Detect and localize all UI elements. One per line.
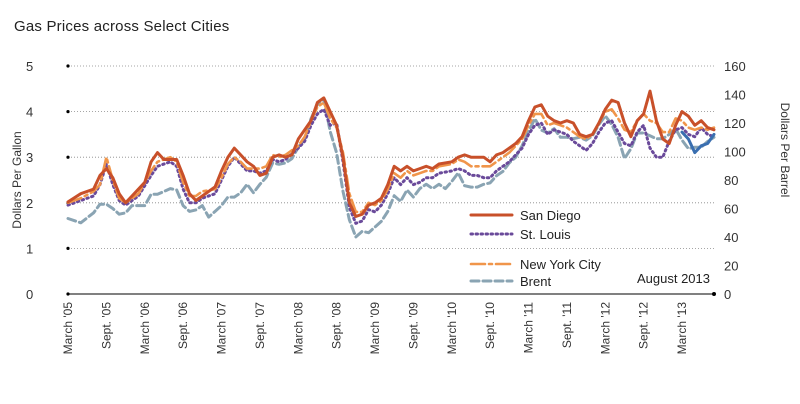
series-line-brent [66,97,716,239]
x-tick-label: March '11 [522,302,536,354]
x-tick-label: Sept. '09 [406,302,420,349]
x-tick-label: Sept. '07 [253,302,267,349]
y-tick-label-left: 5 [26,59,33,74]
legend-label: New York City [520,257,601,272]
y-axis-label-left: Dollars Per Gallon [10,131,24,228]
y-tick-label-left: 0 [26,287,33,302]
x-tick-label: Sept. '05 [99,302,113,349]
legend-label: San Diego [520,208,581,223]
y-tick-label-right: 0 [724,287,731,302]
series-line-st-louis [66,107,716,225]
x-tick-label: Sept. '08 [330,302,344,349]
y-axis-label-right: Dollars Per Barrel [778,103,792,198]
x-tick-label: March '10 [445,302,459,355]
x-tick-label: Sept. '06 [176,302,190,349]
x-tick-label: March '12 [598,302,612,355]
y-tick-label-right: 80 [724,173,738,188]
series-line-san-diego [66,89,716,218]
y-tick-label-right: 20 [724,259,738,274]
y-tick-mark-left [66,110,70,114]
legend-label: Brent [520,274,551,289]
date-annotation: August 2013 [637,271,710,286]
series-line-unlabeled [680,130,716,155]
y-tick-mark-left [66,246,70,250]
x-tick-label: Sept. '10 [483,302,497,349]
series-line-new-york-city [66,101,716,214]
y-tick-label-left: 3 [26,150,33,165]
x-axis-end-mark [712,292,716,296]
y-tick-label-right: 140 [724,88,746,103]
x-tick-label: March '07 [215,302,229,355]
y-tick-label-left: 2 [26,196,33,211]
x-tick-label: March '08 [291,302,305,355]
x-tick-label: March '09 [368,302,382,355]
y-tick-label-right: 100 [724,145,746,160]
y-tick-mark-left [66,64,70,68]
x-tick-label: Sept. '11 [560,302,574,348]
y-tick-label-right: 120 [724,116,746,131]
x-tick-label: March '06 [138,302,152,355]
y-tick-label-right: 40 [724,230,738,245]
y-tick-label-left: 4 [26,105,33,120]
y-tick-mark-left [66,155,70,159]
chart-title: Gas Prices across Select Cities [14,18,230,35]
x-tick-label: Sept. '12 [637,302,651,349]
x-tick-label: March '05 [61,302,75,355]
y-tick-label-left: 1 [26,241,33,256]
y-tick-label-right: 60 [724,202,738,217]
x-tick-label: March '13 [675,302,689,355]
y-tick-label-right: 160 [724,59,746,74]
legend-label: St. Louis [520,227,571,242]
